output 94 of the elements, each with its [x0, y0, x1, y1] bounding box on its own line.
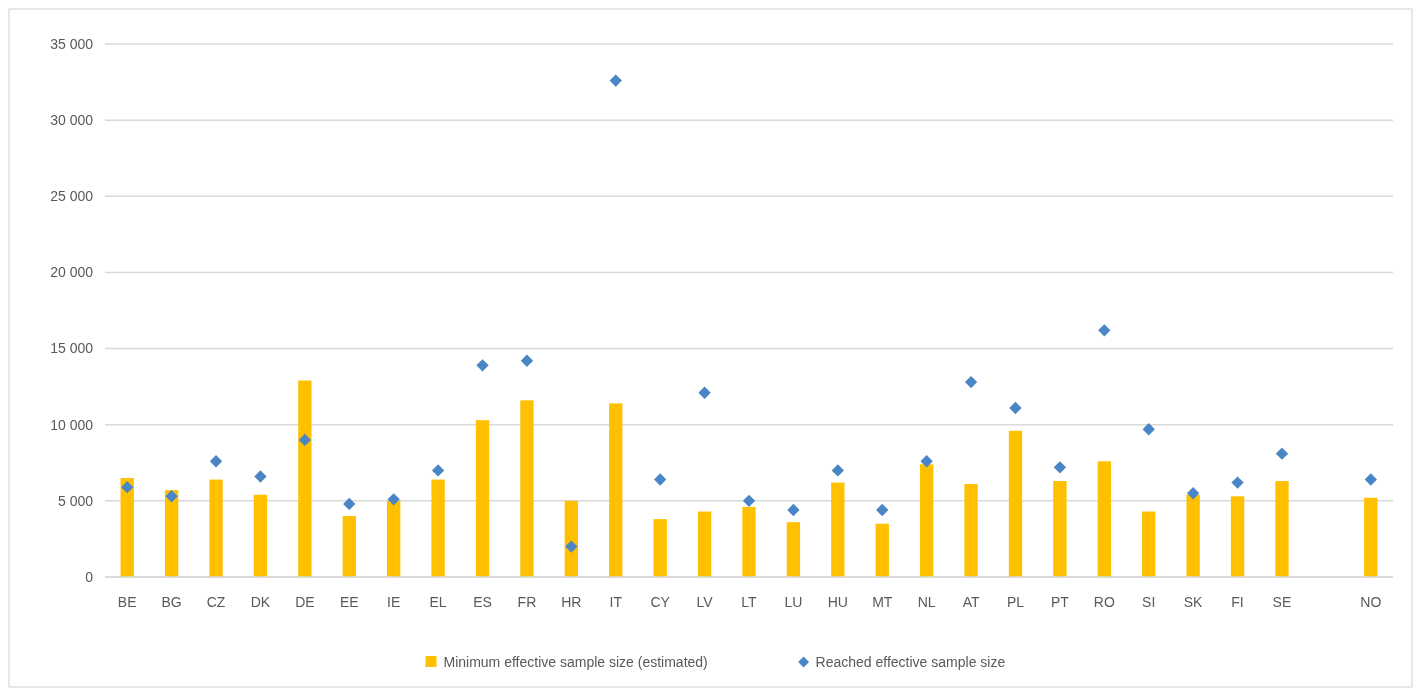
x-tick-label: CY	[650, 594, 671, 610]
point	[1142, 423, 1155, 436]
point	[609, 74, 622, 87]
x-tick-label: CZ	[206, 594, 226, 610]
x-tick-label: MT	[872, 594, 893, 610]
y-tick-label: 20 000	[50, 264, 94, 281]
bar	[1364, 497, 1378, 577]
bar	[1008, 430, 1023, 577]
bar	[875, 523, 889, 577]
x-tick-label: PT	[1050, 594, 1070, 610]
x-tick-label: EE	[339, 594, 359, 610]
x-tick-label: BE	[117, 594, 137, 610]
legend-label: Minimum effective sample size (estimated)	[443, 653, 708, 670]
bar	[520, 400, 534, 577]
point	[165, 490, 178, 503]
x-tick-label: IE	[387, 594, 401, 610]
x-tick-label: LT	[741, 594, 758, 610]
x-tick-label: NL	[917, 594, 936, 610]
x-tick-label: PL	[1006, 594, 1025, 610]
point	[121, 480, 134, 494]
y-tick-label: 35 000	[50, 35, 94, 52]
y-tick-label: 15 000	[50, 340, 94, 357]
bar	[209, 479, 223, 577]
y-tick-label: 0	[85, 568, 94, 585]
x-tick-label: ES	[473, 594, 492, 610]
bar	[653, 519, 667, 577]
bar	[1053, 481, 1067, 577]
bar	[475, 420, 490, 577]
bar	[1230, 496, 1245, 577]
bar	[697, 511, 712, 577]
bar	[253, 494, 268, 577]
x-tick-label: HR	[561, 594, 582, 610]
point	[476, 359, 489, 372]
point	[254, 470, 267, 483]
bar	[831, 482, 845, 577]
bar	[919, 464, 934, 577]
bar	[298, 380, 312, 577]
point	[831, 464, 844, 477]
bar	[964, 484, 978, 577]
bar	[120, 478, 134, 577]
point	[876, 503, 889, 517]
point	[298, 433, 312, 447]
y-tick-label: 30 000	[50, 112, 94, 129]
legend-label: Reached effective sample size	[815, 653, 1006, 670]
point	[698, 386, 711, 399]
bar	[431, 479, 445, 577]
x-tick-label: AT	[962, 594, 980, 610]
bar	[742, 506, 756, 577]
point	[1275, 447, 1289, 460]
y-tick-label: 25 000	[50, 188, 94, 205]
point	[1053, 461, 1067, 474]
bar	[786, 522, 801, 577]
point	[520, 354, 534, 367]
point	[964, 375, 978, 389]
point	[387, 493, 400, 506]
x-tick-label: SK	[1183, 594, 1204, 610]
x-tick-label: FI	[1231, 594, 1244, 610]
point	[1186, 487, 1200, 500]
bar	[1142, 511, 1156, 577]
x-tick-label: LV	[696, 594, 714, 610]
x-tick-label: HU	[827, 594, 848, 610]
point	[565, 540, 578, 553]
x-tick-label: SI	[1142, 594, 1156, 610]
x-tick-label: RO	[1093, 594, 1115, 610]
point	[1364, 473, 1377, 486]
bar	[387, 500, 401, 577]
bar	[609, 403, 623, 577]
x-tick-label: DE	[295, 594, 315, 610]
y-tick-label: 10 000	[50, 416, 94, 433]
point	[920, 455, 933, 468]
bar	[1186, 494, 1200, 577]
x-tick-label: IT	[609, 594, 623, 610]
x-tick-label: SE	[1272, 594, 1292, 610]
point	[1098, 324, 1111, 337]
x-tick-label: FR	[517, 594, 537, 610]
point	[431, 464, 445, 477]
bar	[164, 490, 179, 577]
x-tick-label: BG	[161, 594, 182, 610]
point	[787, 503, 800, 517]
point	[1231, 476, 1244, 489]
bar	[342, 516, 356, 577]
x-tick-label: DK	[250, 594, 271, 610]
point	[209, 455, 223, 468]
bar	[564, 500, 579, 577]
point	[654, 473, 667, 486]
point	[742, 494, 756, 508]
bar	[1275, 481, 1289, 577]
x-tick-label: EL	[429, 594, 447, 610]
x-tick-label: LU	[784, 594, 803, 610]
point	[343, 497, 356, 511]
point	[1009, 401, 1022, 415]
y-tick-label: 5 000	[57, 492, 94, 509]
x-tick-label: NO	[1360, 594, 1382, 610]
bar	[1097, 461, 1111, 577]
